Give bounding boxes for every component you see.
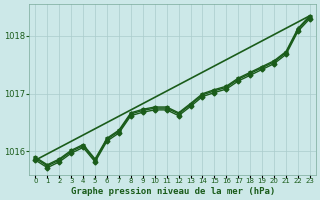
- X-axis label: Graphe pression niveau de la mer (hPa): Graphe pression niveau de la mer (hPa): [70, 187, 275, 196]
